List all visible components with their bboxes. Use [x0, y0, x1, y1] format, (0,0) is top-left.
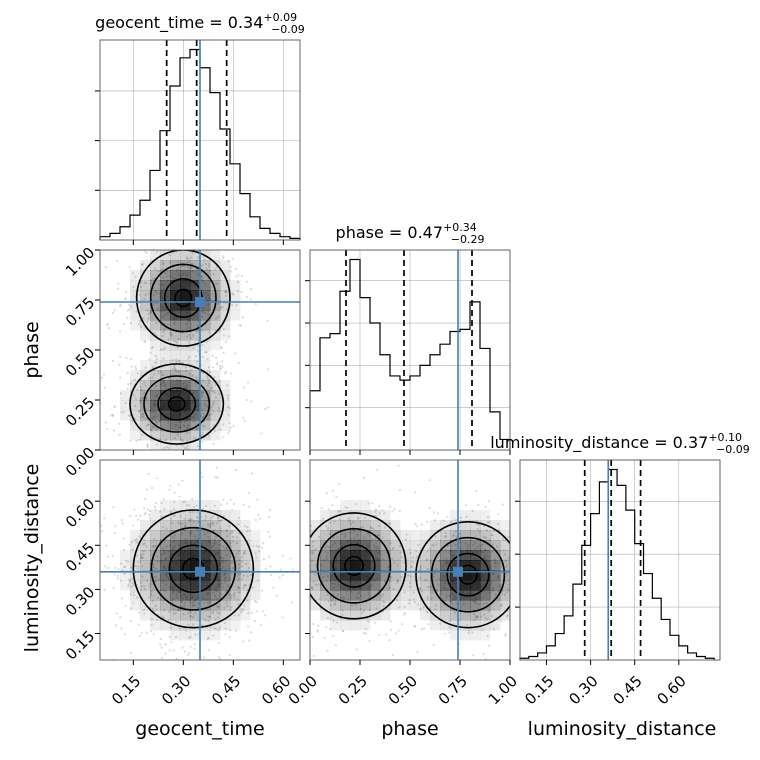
panel-title-luminosity-distance: luminosity_distance = 0.37+0.10 −0.09 [490, 431, 750, 456]
contour-level [149, 263, 217, 333]
labels-layer: geocent_time phase luminosity_distance p… [21, 321, 716, 740]
x-axis-label-phase: phase [381, 718, 438, 740]
marginal-panel-phase [305, 250, 511, 450]
x-axis-label-geocent-time: geocent_time [135, 718, 264, 740]
contour-level [344, 555, 364, 576]
contour-level [446, 552, 490, 597]
truth-marker [195, 297, 205, 307]
contour-level [143, 375, 211, 433]
x-tick-label: 0.15 [521, 672, 557, 708]
x-axis-label-luminosity-distance: luminosity_distance [528, 718, 717, 740]
y-tick-label: 0.75 [62, 294, 98, 330]
joint-panel-phase-vs-luminosity-distance [310, 460, 510, 660]
contour-level [167, 396, 186, 412]
contour-level [157, 387, 197, 421]
x-tick-label: 0.45 [609, 672, 645, 708]
marginal-panel-luminosity-distance [515, 460, 720, 660]
contour-level [129, 363, 225, 445]
x-tick-label: 0.30 [158, 672, 194, 708]
y-tick-label: 0.25 [62, 394, 98, 430]
contour-level [135, 250, 231, 347]
joint-panel-geocent-time-vs-luminosity-distance [100, 460, 300, 660]
panel-frame [99, 39, 301, 241]
x-tick-label: 0.60 [654, 672, 690, 708]
contour-level [316, 528, 392, 604]
x-tick-label: 0.15 [108, 672, 144, 708]
contour-level [168, 544, 219, 594]
histogram-luminosity-distance [519, 468, 715, 660]
panel-frame [519, 459, 721, 661]
x-tick-label: 0.30 [565, 672, 601, 708]
x-tick-label: 0.25 [335, 672, 371, 708]
truth-marker [195, 566, 205, 577]
histogram-phase [309, 258, 511, 450]
x-tick-label: 0.75 [435, 672, 471, 708]
axes-layer: geocent_time = 0.34+0.09 −0.09 phase = 0.4… [62, 11, 750, 708]
panel-title-geocent-time: geocent_time = 0.34+0.09 −0.09 [95, 11, 305, 36]
joint-panel-geocent-time-vs-phase [100, 250, 300, 450]
y-tick-label: 0.60 [62, 495, 98, 531]
contour-level [415, 520, 510, 629]
contour-level [174, 288, 193, 308]
y-tick-label: 0.45 [62, 539, 98, 575]
panel-frame [99, 459, 301, 661]
y-tick-label: 1.00 [62, 244, 98, 280]
contour-level [332, 543, 376, 588]
y-axis-label-phase: phase [21, 321, 43, 378]
panel-title-phase: phase = 0.47+0.34 −0.29 [336, 221, 485, 246]
y-tick-label: 0.30 [62, 583, 98, 619]
x-tick-label: 1.00 [485, 672, 521, 708]
x-tick-label: 0.45 [208, 672, 244, 708]
y-tick-label: 0.50 [62, 344, 98, 380]
truth-marker [453, 566, 463, 577]
x-tick-label: 0.00 [285, 672, 321, 708]
contour-level [430, 536, 506, 613]
x-tick-label: 0.50 [385, 672, 421, 708]
contour-level [310, 512, 407, 620]
y-axis-label-luminosity-distance: luminosity_distance [21, 464, 43, 653]
y-tick-label: 0.00 [62, 444, 98, 480]
contour-level [132, 509, 255, 629]
marginal-panel-geocent-time [95, 40, 301, 240]
contour-level [150, 526, 237, 611]
y-tick-label: 0.15 [62, 627, 98, 663]
